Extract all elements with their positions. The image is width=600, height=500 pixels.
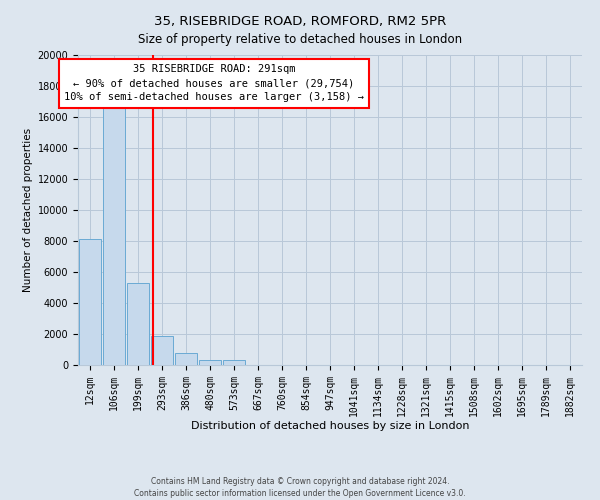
Bar (175, 352, 197, 365)
Bar (199, 360, 221, 365)
Y-axis label: Number of detached properties: Number of detached properties (23, 128, 34, 292)
Text: Size of property relative to detached houses in London: Size of property relative to detached ho… (138, 32, 462, 46)
Text: 35, RISEBRIDGE ROAD, ROMFORD, RM2 5PR: 35, RISEBRIDGE ROAD, ROMFORD, RM2 5PR (154, 15, 446, 28)
X-axis label: Distribution of detached houses by size in London: Distribution of detached houses by size … (191, 422, 469, 432)
Bar (79, 240, 101, 365)
Bar (151, 336, 173, 365)
Bar (103, 108, 125, 365)
Bar (127, 283, 149, 365)
Text: 35 RISEBRIDGE ROAD: 291sqm
← 90% of detached houses are smaller (29,754)
10% of : 35 RISEBRIDGE ROAD: 291sqm ← 90% of deta… (64, 64, 364, 102)
Bar (223, 360, 245, 365)
Text: Contains HM Land Registry data © Crown copyright and database right 2024.
Contai: Contains HM Land Registry data © Crown c… (134, 476, 466, 498)
